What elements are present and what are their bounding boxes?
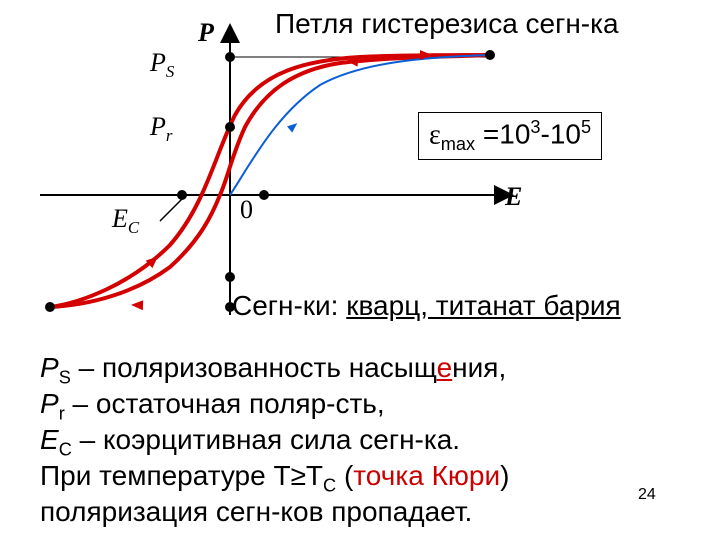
loop-upper-inner — [50, 55, 490, 307]
dot — [177, 190, 187, 200]
arrow-bottom-left — [131, 300, 143, 310]
dot — [485, 50, 495, 60]
ec-pointer — [160, 199, 182, 221]
line-last: поляризация сегн-ков пропадает. — [40, 494, 472, 529]
dot — [225, 122, 235, 132]
dot — [225, 52, 235, 62]
page-number: 24 — [638, 486, 656, 504]
arrow-virgin — [287, 120, 300, 133]
diagram-root: Петля гистерезиса сегн-ка P E 0 PS Pr EC… — [0, 0, 720, 540]
line-ec: EC – коэрцитивная сила сегн-ка. — [40, 422, 460, 461]
dot — [45, 302, 55, 312]
line-examples: Сегн-ки: кварц, титанат бария — [232, 288, 621, 323]
virgin-curve — [230, 55, 490, 195]
line-ps: PS – поляризованность насыщения, — [40, 350, 506, 389]
dot — [259, 190, 269, 200]
line-pr: Pr – остаточная поляр-сть, — [40, 386, 385, 425]
dot — [225, 272, 235, 282]
hysteresis-plot — [20, 15, 540, 325]
line-tc: При температуре T≥TC (точка Кюри) — [40, 458, 509, 497]
